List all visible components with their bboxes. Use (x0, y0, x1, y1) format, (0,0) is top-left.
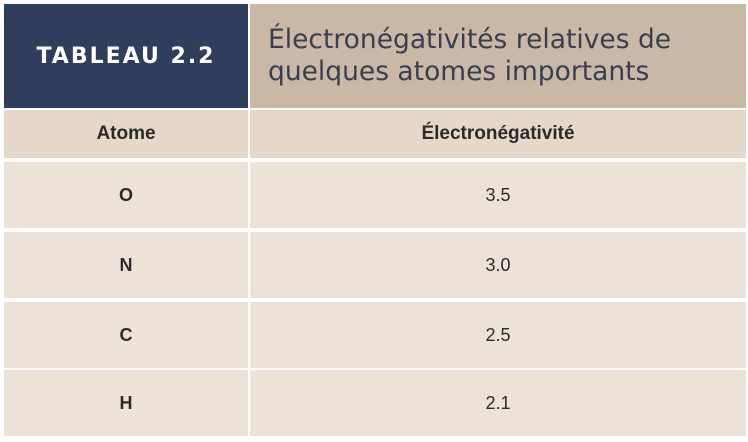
table-label-box: TABLEAU 2.2 (4, 4, 248, 108)
table-header: TABLEAU 2.2 Électronégativités relatives… (4, 4, 746, 108)
table-cell-atom: O (4, 162, 248, 228)
table-cell-atom: C (4, 302, 248, 368)
table-title-line-2: quelques atomes importants (268, 56, 650, 87)
table-cell-value: 3.5 (250, 162, 746, 228)
column-header-atom: Atome (4, 110, 248, 158)
table-cell-value: 3.0 (250, 232, 746, 298)
table-label: TABLEAU 2.2 (36, 43, 216, 69)
table-title-line-1: Électronégativités relatives de (268, 24, 672, 55)
table-title-box: Électronégativités relatives de quelques… (250, 4, 746, 108)
table-cell-atom: N (4, 232, 248, 298)
table-cell-value: 2.5 (250, 302, 746, 368)
table-title: Électronégativités relatives de quelques… (268, 24, 671, 88)
column-header-electronegativity: Électronégativité (250, 110, 746, 158)
table-cell-atom: H (4, 370, 248, 436)
table-cell-value: 2.1 (250, 370, 746, 436)
